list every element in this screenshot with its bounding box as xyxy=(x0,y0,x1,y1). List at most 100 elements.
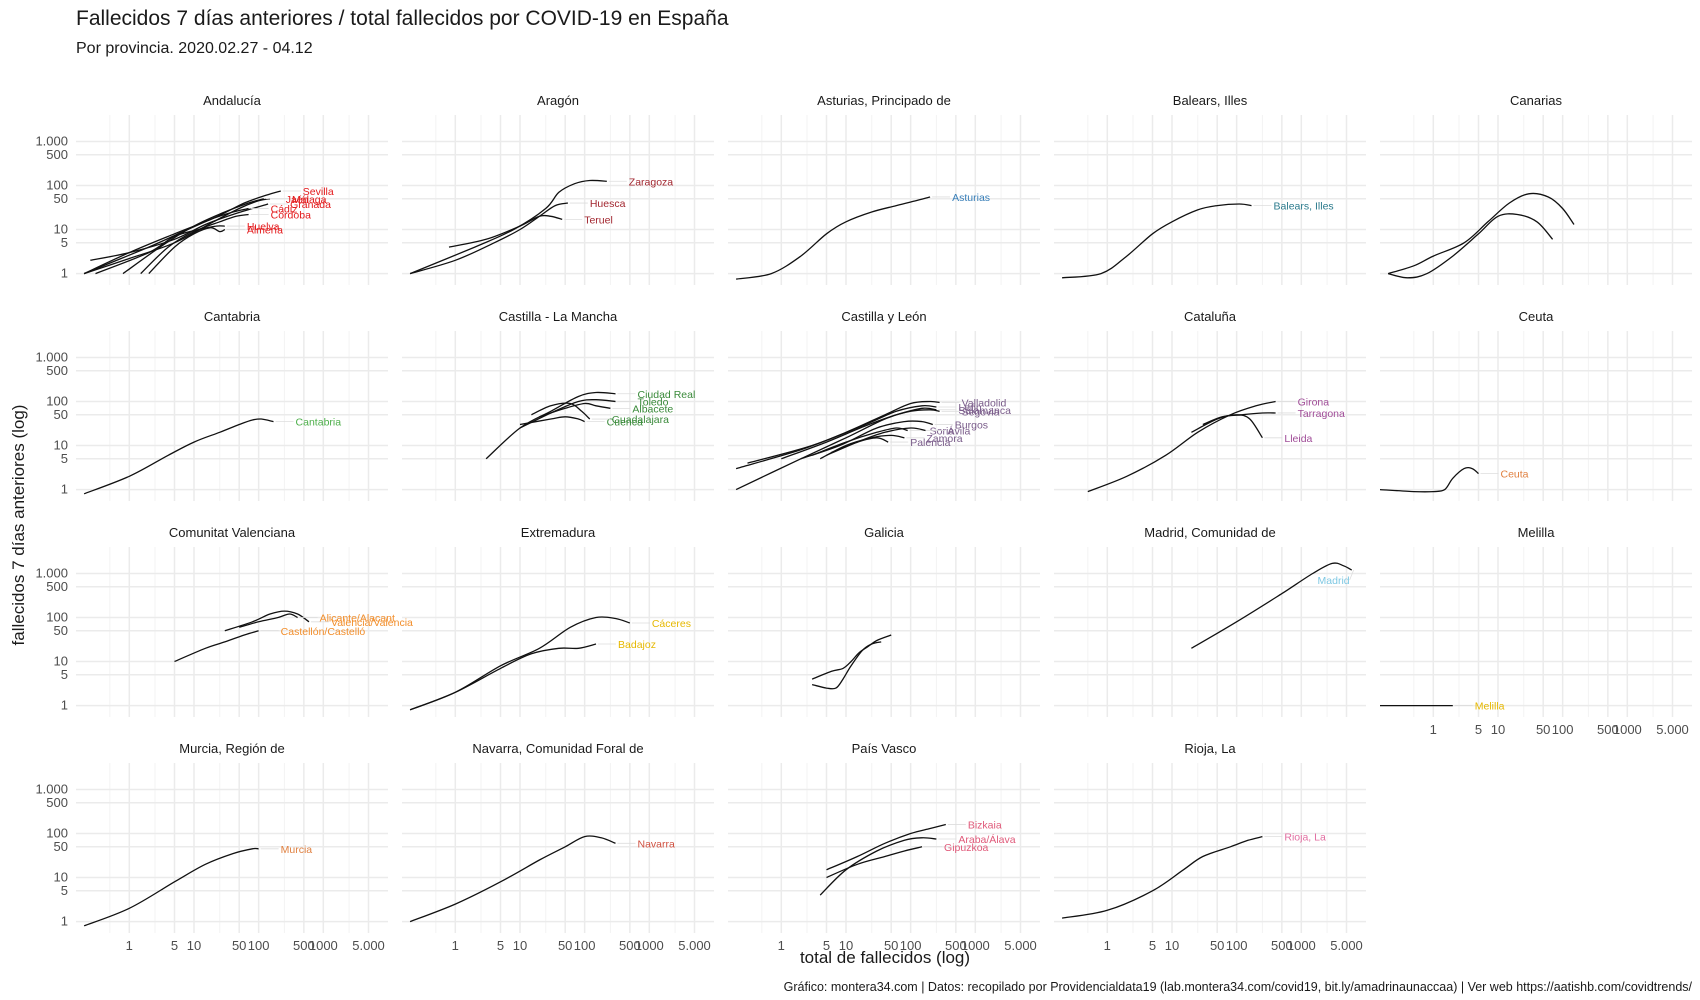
series-label-zaragoza: Zaragoza xyxy=(629,176,674,188)
facet-castilla-y-leon: Castilla y León ValladolidLeónSegoviaSala… xyxy=(728,309,1040,501)
series-label-cuenca: Cuenca xyxy=(607,417,643,429)
series-line-cordoba xyxy=(140,213,249,275)
x-tick-label: 100 xyxy=(574,938,596,953)
series-line-leon xyxy=(747,404,937,464)
y-tick-label: 10 xyxy=(54,438,68,453)
series-label-girona: Girona xyxy=(1298,397,1330,409)
y-tick-label: 100 xyxy=(46,610,68,625)
series-line-canarias-0 xyxy=(1387,192,1575,275)
series-line-burgos xyxy=(800,420,933,460)
series-label-cordoba: Córdoba xyxy=(271,209,311,221)
series-line-cantabria xyxy=(83,418,274,495)
series-line-salamanca xyxy=(781,407,937,460)
x-tick-label: 5.000 xyxy=(1004,938,1037,953)
x-tick-label: 50 xyxy=(558,938,572,953)
series-label-guadalajara: Guadalajara xyxy=(612,414,669,426)
series-label-gipuzkoa: Gipuzkoa xyxy=(944,842,989,854)
y-tick-label: 50 xyxy=(54,407,68,422)
series-label-leon: León xyxy=(958,402,982,414)
series-label-almeria: Almería xyxy=(247,225,283,237)
x-tick-label: 500 xyxy=(293,938,315,953)
series-label-melilla: Melilla xyxy=(1475,701,1505,713)
x-tick-label: 1 xyxy=(1104,938,1111,953)
y-tick-label: 500 xyxy=(46,147,68,162)
x-tick-label: 1 xyxy=(778,938,785,953)
y-tick-label: 5 xyxy=(61,451,68,466)
series-label-alicante-alacant: Alicante/Alacant xyxy=(320,613,395,625)
series-label-valencia-valencia: Valencia/València xyxy=(331,617,413,629)
series-label-huesca: Huesca xyxy=(590,198,626,210)
y-tick-label: 5 xyxy=(61,667,68,682)
facet-title: Asturias, Principado de xyxy=(817,93,951,108)
y-tick-label: 1 xyxy=(61,266,68,281)
x-tick-label: 1000 xyxy=(1287,938,1316,953)
series-label-huelva: Huelva xyxy=(247,221,280,233)
series-label-sevilla: Sevilla xyxy=(303,186,334,198)
series-line-madrid xyxy=(1191,562,1353,649)
x-tick-label: 5 xyxy=(171,938,178,953)
y-tick-label: 1 xyxy=(61,698,68,713)
x-tick-label: 50 xyxy=(884,938,898,953)
facet-title: Madrid, Comunidad de xyxy=(1144,525,1276,540)
facet-balears-illes: Balears, Illes Balears, Illes xyxy=(1054,93,1366,285)
series-label-rioja-la: Rioja, La xyxy=(1284,832,1326,844)
x-tick-label: 1 xyxy=(126,938,133,953)
x-tick-label: 1000 xyxy=(961,938,990,953)
series-label-malaga: Málaga xyxy=(292,194,327,206)
series-line-ceuta xyxy=(1379,466,1479,493)
x-tick-label: 500 xyxy=(619,938,641,953)
series-label-ceuta: Ceuta xyxy=(1500,469,1528,481)
facet-title: Castilla - La Mancha xyxy=(499,309,618,324)
series-line-cadiz xyxy=(83,207,249,275)
series-label-palencia: Palencia xyxy=(910,437,950,449)
facet-ceuta: Ceuta Ceuta xyxy=(1379,309,1692,501)
facet-madrid-comunidad-de: Madrid, Comunidad de Madrid xyxy=(1054,525,1366,717)
series-line-albacete xyxy=(539,402,611,418)
series-label-caceres: Cáceres xyxy=(652,618,691,630)
x-tick-label: 10 xyxy=(513,938,527,953)
series-label-cadiz: Cádiz xyxy=(271,204,298,216)
y-tick-label: 50 xyxy=(54,623,68,638)
series-label-bizkaia: Bizkaia xyxy=(968,820,1002,832)
x-tick-label: 10 xyxy=(1165,938,1179,953)
x-tick-label: 100 xyxy=(900,938,922,953)
chart-title: Fallecidos 7 días anteriores / total fal… xyxy=(76,7,729,30)
facet-extremadura: Extremadura Cáceres Badajoz xyxy=(402,525,714,717)
x-axis-label: total de fallecidos (log) xyxy=(800,948,970,967)
x-tick-label: 5.000 xyxy=(1656,722,1689,737)
facet-galicia: Galicia xyxy=(728,525,1040,717)
y-tick-label: 100 xyxy=(46,394,68,409)
x-tick-label: 5 xyxy=(1475,722,1482,737)
series-line-lleida xyxy=(1191,414,1263,439)
chart-caption: Gráfico: montera34.com | Datos: recopila… xyxy=(784,980,1693,994)
series-label-granada: Granada xyxy=(290,199,331,211)
facet-title: Cataluña xyxy=(1184,309,1237,324)
facet-title: Murcia, Región de xyxy=(179,741,285,756)
x-tick-label: 50 xyxy=(1536,722,1550,737)
facet-title: Andalucía xyxy=(203,93,262,108)
y-axis-label: fallecidos 7 días anteriores (log) xyxy=(9,405,28,646)
y-tick-label: 1 xyxy=(61,914,68,929)
series-line-araba-alava xyxy=(819,837,937,896)
facet-title: Extremadura xyxy=(521,525,596,540)
series-label-salamanca: Salamanca xyxy=(958,405,1011,417)
y-tick-label: 10 xyxy=(54,222,68,237)
series-line-huelva xyxy=(95,225,225,275)
series-line-valladolid xyxy=(735,400,940,470)
series-label-castellon-castello: Castellón/Castelló xyxy=(281,626,366,638)
x-tick-label: 10 xyxy=(839,938,853,953)
y-tick-label: 500 xyxy=(46,795,68,810)
x-tick-label: 10 xyxy=(187,938,201,953)
facet-navarra-comunidad-foral-de: Navarra, Comunidad Foral de 1 5 10 50 100 5001… xyxy=(402,741,714,953)
x-tick-label: 100 xyxy=(1226,938,1248,953)
series-label-murcia: Murcia xyxy=(281,844,313,856)
series-line-valencia-valencia xyxy=(224,610,310,632)
series-label-albacete: Albacete xyxy=(632,403,673,415)
series-label-navarra: Navarra xyxy=(638,838,676,850)
series-line-girona xyxy=(1087,400,1276,493)
facet-title: Ceuta xyxy=(1519,309,1554,324)
series-line-teruel xyxy=(448,214,563,248)
